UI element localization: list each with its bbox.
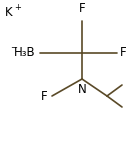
Text: F: F — [79, 2, 85, 15]
Text: K: K — [5, 6, 13, 19]
Text: F: F — [120, 47, 127, 59]
Text: F: F — [41, 90, 48, 103]
Text: +: + — [14, 3, 21, 11]
Text: −: − — [10, 43, 17, 53]
Text: N: N — [78, 83, 86, 96]
Text: H₃B: H₃B — [14, 47, 36, 59]
